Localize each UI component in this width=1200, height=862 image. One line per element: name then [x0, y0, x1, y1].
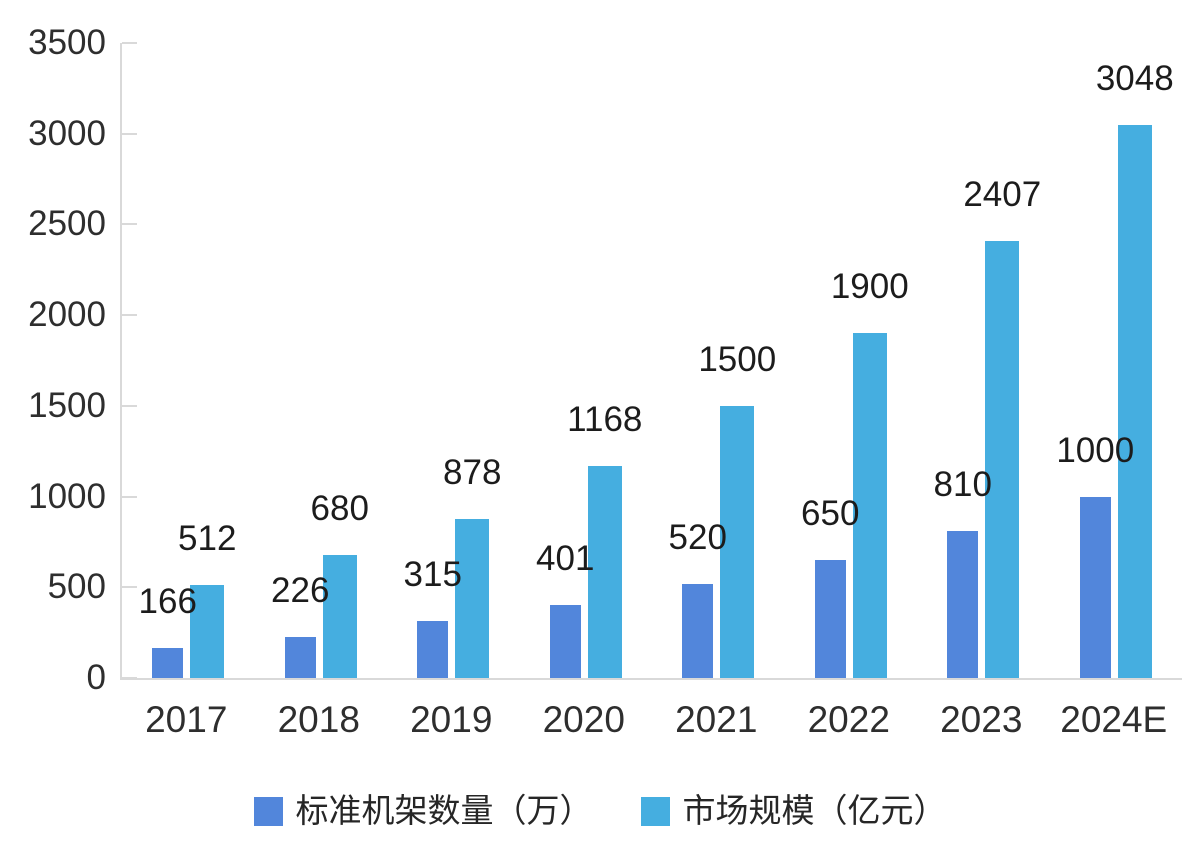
bar-market-2024E	[1117, 125, 1152, 678]
legend-label-racks: 标准机架数量（万）	[295, 792, 593, 829]
y-axis-tick	[122, 223, 137, 226]
bar-market-2021	[720, 405, 755, 678]
y-axis-tick	[122, 314, 137, 317]
bar-market-2023	[985, 241, 1020, 678]
value-label-racks-2021: 520	[668, 517, 727, 557]
legend-swatch-racks-icon	[253, 796, 283, 826]
y-axis-tick	[122, 42, 137, 44]
legend-label-market: 市场规模（亿元）	[682, 792, 947, 829]
y-axis-tick-label: 500	[47, 567, 106, 607]
bar-market-2022	[852, 333, 887, 678]
x-axis-label-2024E: 2024E	[1060, 699, 1168, 740]
bar-market-2019	[455, 518, 490, 678]
value-label-market-2018: 680	[310, 488, 369, 528]
y-axis-tick-label: 3500	[28, 23, 106, 62]
plot-area: 166 512 226 680 315 878 401 1168 520 1500 650 1900 8…	[120, 42, 1182, 680]
bar-racks-2017	[152, 647, 184, 678]
bar-market-2020	[587, 466, 622, 678]
bar-racks-2024E	[1079, 496, 1111, 678]
value-label-racks-2017: 166	[138, 581, 197, 621]
value-label-market-2020: 1168	[567, 400, 643, 440]
y-axis-tick-label: 2500	[28, 204, 106, 244]
y-axis: 0 500 1000 1500 2000 2500 3000 3500	[0, 0, 106, 862]
legend-item-racks: 标准机架数量（万）	[253, 792, 593, 830]
bar-market-2017	[190, 585, 225, 678]
bar-racks-2022	[814, 560, 846, 678]
bar-racks-2018	[284, 637, 316, 678]
x-axis-label-2019: 2019	[410, 699, 493, 740]
y-axis-tick-label: 2000	[28, 295, 106, 335]
bar-racks-2021	[682, 583, 714, 678]
legend-item-market: 市场规模（亿元）	[640, 792, 947, 830]
value-label-racks-2023: 810	[933, 465, 992, 505]
x-axis-label-2020: 2020	[542, 699, 625, 740]
value-label-market-2024E: 3048	[1095, 59, 1174, 99]
y-axis-tick-label: 0	[86, 658, 106, 697]
bar-racks-2019	[417, 620, 449, 678]
y-axis-tick	[122, 132, 137, 135]
y-axis-tick	[122, 404, 137, 407]
value-label-racks-2022: 650	[801, 494, 860, 534]
bar-racks-2020	[549, 605, 581, 678]
bar-market-2018	[322, 554, 357, 678]
value-label-racks-2020: 401	[536, 539, 595, 579]
x-axis-label-2023: 2023	[940, 699, 1023, 740]
y-axis-tick-label: 1000	[28, 476, 106, 516]
y-axis-tick	[122, 586, 137, 589]
y-axis-tick-label: 1500	[28, 385, 106, 425]
x-axis-label-2017: 2017	[145, 699, 228, 740]
value-label-market-2021: 1500	[698, 339, 777, 379]
value-label-racks-2019: 315	[403, 554, 462, 594]
x-axis-label-2018: 2018	[277, 699, 360, 740]
legend-swatch-market-icon	[640, 796, 670, 826]
y-axis-tick-label: 3000	[28, 113, 106, 153]
x-axis-label-2022: 2022	[807, 699, 890, 740]
bar-racks-2023	[947, 531, 979, 678]
value-label-market-2022: 1900	[830, 267, 909, 307]
value-label-market-2023: 2407	[963, 175, 1042, 215]
value-label-market-2019: 878	[443, 452, 502, 492]
legend: 标准机架数量（万） 市场规模（亿元）	[0, 792, 1200, 830]
y-axis-tick	[122, 677, 137, 679]
value-label-racks-2024E: 1000	[1056, 430, 1135, 470]
x-axis-label-2021: 2021	[675, 699, 758, 740]
value-label-racks-2018: 226	[271, 571, 330, 610]
y-axis-tick	[122, 495, 137, 498]
value-label-market-2017: 512	[178, 519, 237, 559]
